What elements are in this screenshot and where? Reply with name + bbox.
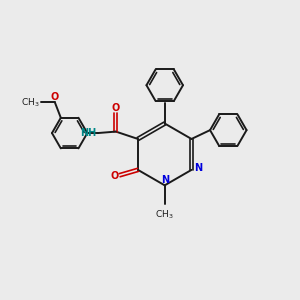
Text: O: O [112, 103, 120, 113]
Text: O: O [110, 171, 118, 181]
Text: N: N [161, 175, 169, 185]
Text: CH$_3$: CH$_3$ [21, 96, 39, 109]
Text: NH: NH [80, 128, 96, 138]
Text: CH$_3$: CH$_3$ [155, 208, 174, 221]
Text: N: N [194, 164, 202, 173]
Text: O: O [51, 92, 59, 102]
